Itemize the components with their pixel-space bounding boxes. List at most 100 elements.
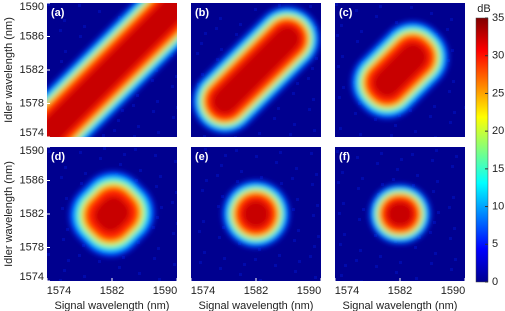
noise: [64, 166, 67, 169]
noise: [173, 263, 176, 266]
noise: [429, 115, 432, 118]
noise: [455, 155, 458, 158]
x-tick-label: 1582: [100, 285, 124, 297]
heatmap: [191, 3, 321, 137]
noise: [222, 226, 225, 229]
noise: [171, 85, 174, 88]
noise: [409, 109, 412, 112]
colorbar-title: dB: [477, 3, 490, 15]
y-tick-label: 1578: [20, 97, 44, 109]
noise: [414, 246, 417, 249]
noise: [395, 21, 398, 24]
noise: [220, 48, 223, 51]
heatmap-blob: [192, 6, 320, 134]
x-tick-label: 1590: [441, 285, 465, 297]
noise: [279, 151, 282, 154]
noise: [47, 253, 50, 256]
noise: [176, 106, 177, 109]
noise: [60, 60, 63, 63]
noise: [293, 239, 296, 242]
x-tick-label: 1582: [388, 285, 412, 297]
noise: [392, 178, 395, 181]
noise: [309, 255, 312, 258]
noise: [175, 191, 177, 194]
noise: [296, 198, 299, 201]
noise: [297, 229, 300, 232]
noise: [243, 263, 246, 266]
noise: [59, 29, 62, 32]
noise: [342, 86, 345, 89]
noise: [174, 160, 177, 163]
noise: [223, 257, 226, 260]
noise: [204, 32, 207, 35]
noise: [83, 275, 86, 278]
heatmap-blob: [69, 171, 155, 257]
noise: [259, 279, 262, 281]
noise: [218, 236, 221, 239]
noise: [336, 150, 339, 153]
noise: [152, 226, 155, 229]
noise: [278, 254, 281, 257]
noise: [338, 212, 341, 215]
noise: [205, 179, 208, 182]
noise: [102, 134, 105, 137]
noise: [374, 118, 377, 121]
noise: [60, 176, 63, 179]
noise: [280, 182, 283, 185]
colorbar-tick-label: 10: [492, 200, 504, 212]
noise: [357, 187, 360, 190]
noise: [199, 261, 202, 264]
noise: [452, 80, 455, 83]
heatmap: [191, 147, 321, 281]
noise: [400, 158, 403, 161]
noise: [298, 260, 301, 263]
noise: [313, 245, 316, 248]
noise: [217, 205, 220, 208]
noise: [65, 197, 68, 200]
noise: [98, 10, 101, 13]
noise: [310, 152, 313, 155]
noise: [84, 172, 87, 175]
noise: [315, 57, 318, 60]
heatmap: [47, 3, 177, 137]
noise: [312, 214, 315, 217]
noise: [309, 5, 312, 8]
noise: [156, 216, 159, 219]
noise: [203, 135, 206, 137]
panel-label: (a): [51, 7, 65, 19]
noise: [344, 264, 347, 267]
colorbar-tick-label: 25: [492, 87, 504, 99]
colorbar-tick-label: 35: [492, 12, 504, 24]
noise: [336, 34, 339, 37]
colorbar-tick-label: 20: [492, 125, 504, 137]
noise: [63, 19, 66, 22]
noise: [451, 49, 454, 52]
noise: [239, 23, 242, 26]
blob-layer: [211, 25, 301, 115]
noise: [316, 204, 319, 207]
noise: [238, 242, 241, 245]
noise: [152, 110, 155, 113]
noise: [258, 132, 261, 135]
noise: [374, 234, 377, 237]
noise: [446, 28, 449, 31]
noise: [359, 249, 362, 252]
noise: [80, 182, 83, 185]
noise: [342, 202, 345, 205]
noise: [99, 157, 102, 160]
noise: [158, 278, 161, 281]
noise: [341, 55, 344, 58]
noise: [221, 195, 224, 198]
noise: [79, 151, 82, 154]
noise: [151, 79, 154, 82]
y-tick-label: 1586: [20, 174, 44, 186]
noise: [355, 9, 358, 12]
noise: [432, 190, 435, 193]
noise: [236, 180, 239, 183]
noise: [359, 133, 362, 136]
noise: [292, 208, 295, 211]
noise: [235, 149, 238, 152]
noise: [200, 42, 203, 45]
noise: [220, 164, 223, 167]
noise: [341, 171, 344, 174]
